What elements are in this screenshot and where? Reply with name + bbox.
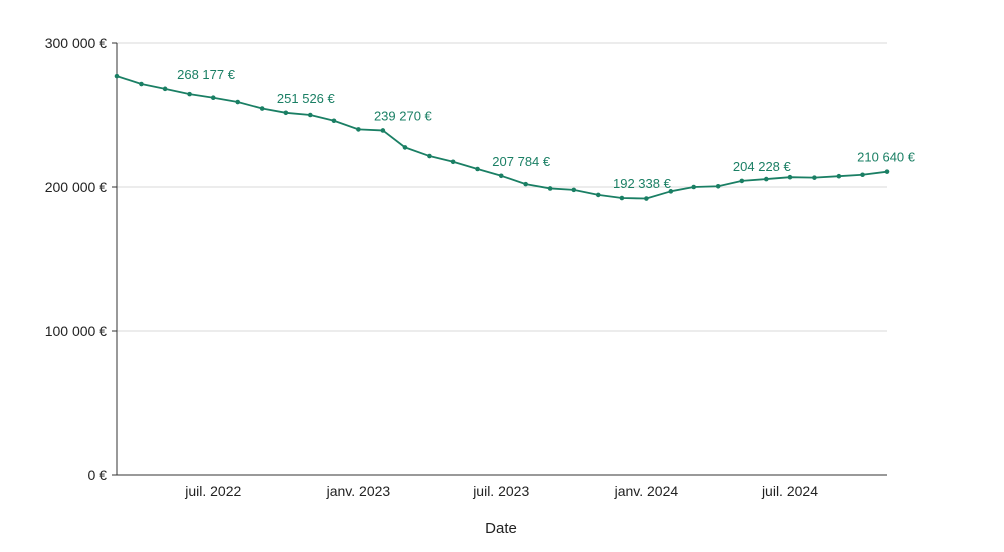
x-tick-label: juil. 2023 — [472, 483, 529, 499]
data-point — [356, 127, 361, 132]
data-point — [450, 159, 456, 165]
data-point — [619, 195, 625, 201]
x-axis-ticks: juil. 2022 janv. 2023 juil. 2023 janv. 2024… — [184, 483, 818, 499]
y-tick-label: 300 000 € — [45, 35, 107, 51]
data-labels: 268 177 € 251 526 € 239 270 € 207 784 € 192 … — [177, 67, 916, 191]
data-point — [715, 183, 721, 189]
x-tick-label: janv. 2024 — [614, 483, 679, 499]
x-tick-label: janv. 2023 — [326, 483, 391, 499]
data-point — [644, 196, 649, 201]
data-point — [691, 184, 697, 190]
data-point — [595, 192, 601, 198]
y-tick-label: 100 000 € — [45, 323, 107, 339]
data-point — [235, 99, 241, 105]
data-label: 251 526 € — [277, 91, 336, 106]
data-label: 207 784 € — [492, 154, 551, 169]
data-point — [427, 153, 432, 159]
data-point — [668, 189, 674, 194]
data-point — [259, 106, 265, 111]
data-point — [787, 174, 793, 180]
data-point — [836, 173, 842, 179]
x-tick-label: juil. 2024 — [761, 483, 818, 499]
axes — [116, 43, 887, 476]
data-label: 210 640 € — [857, 150, 916, 165]
data-point — [571, 187, 577, 193]
data-point — [402, 145, 408, 150]
series-line — [116, 75, 888, 200]
series — [114, 73, 890, 201]
data-point — [547, 186, 553, 191]
data-point — [187, 91, 192, 97]
data-point — [380, 128, 386, 133]
data-label: 268 177 € — [177, 67, 236, 82]
data-point — [498, 173, 504, 179]
data-point — [162, 86, 168, 92]
data-point — [283, 110, 289, 116]
y-axis-ticks: 0 € 100 000 € 200 000 € 300 000 € — [45, 35, 117, 483]
data-point — [475, 166, 480, 172]
y-tick-label: 200 000 € — [45, 179, 107, 195]
gridlines — [117, 42, 887, 332]
data-point — [210, 95, 216, 101]
x-tick-label: juil. 2022 — [184, 483, 241, 499]
data-point — [523, 181, 528, 187]
data-label: 239 270 € — [374, 108, 433, 123]
data-point — [812, 175, 817, 180]
data-point — [114, 73, 120, 79]
x-axis-title: Date — [485, 520, 517, 537]
data-label: 204 228 € — [733, 159, 792, 174]
data-point — [860, 172, 865, 178]
data-point — [739, 178, 745, 184]
data-point — [884, 169, 890, 174]
y-tick-label: 0 € — [88, 467, 108, 483]
data-point — [307, 112, 313, 118]
data-point — [331, 118, 337, 124]
data-point — [763, 176, 769, 182]
data-label: 192 338 € — [613, 176, 672, 191]
data-point — [139, 81, 144, 87]
